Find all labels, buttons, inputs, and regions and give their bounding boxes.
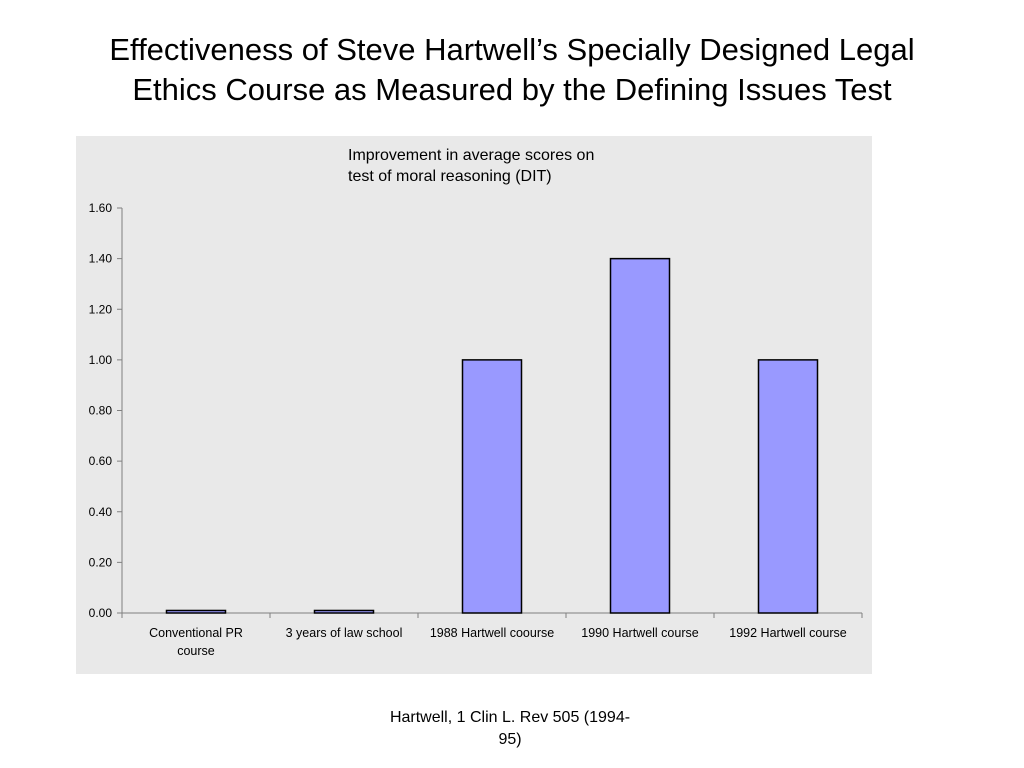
y-tick-label: 0.80 [89,404,113,418]
y-tick-label: 0.60 [89,454,113,468]
bar [757,359,819,614]
slide-title: Effectiveness of Steve Hartwell’s Specia… [40,30,984,110]
slide-title-line-1: Effectiveness of Steve Hartwell’s Specia… [109,32,915,67]
citation-line-2: 95) [498,731,522,748]
y-tick-label: 1.40 [89,252,113,266]
slide-title-line-2: Ethics Course as Measured by the Definin… [132,72,892,107]
bar [313,609,375,614]
x-category-label: 3 years of law school [286,626,403,640]
chart-panel: Improvement in average scores on test of … [76,136,872,674]
x-category-label: Conventional PR [149,626,243,640]
y-tick-label: 0.40 [89,505,113,519]
y-tick-label: 0.20 [89,555,113,569]
y-tick-label: 1.00 [89,353,113,367]
y-tick-label: 1.60 [89,201,113,215]
y-tick-label: 1.20 [89,302,113,316]
bar [609,257,671,614]
bar-chart: Improvement in average scores on test of … [89,147,863,658]
x-category-label: 1990 Hartwell course [581,626,698,640]
chart-title-line-1: Improvement in average scores on [348,147,594,164]
y-tick-label: 0.00 [89,606,113,620]
bar [461,359,523,614]
x-category-label: 1988 Hartwell coourse [430,626,554,640]
bar [165,609,227,614]
citation-line-1: Hartwell, 1 Clin L. Rev 505 (1994- [389,709,631,726]
x-category-label: 1992 Hartwell course [729,626,846,640]
chart-title-line-2: test of moral reasoning (DIT) [348,168,552,185]
citation-caption: Hartwell, 1 Clin L. Rev 505 (1994- 95) [340,707,680,751]
x-category-label: course [177,644,215,658]
